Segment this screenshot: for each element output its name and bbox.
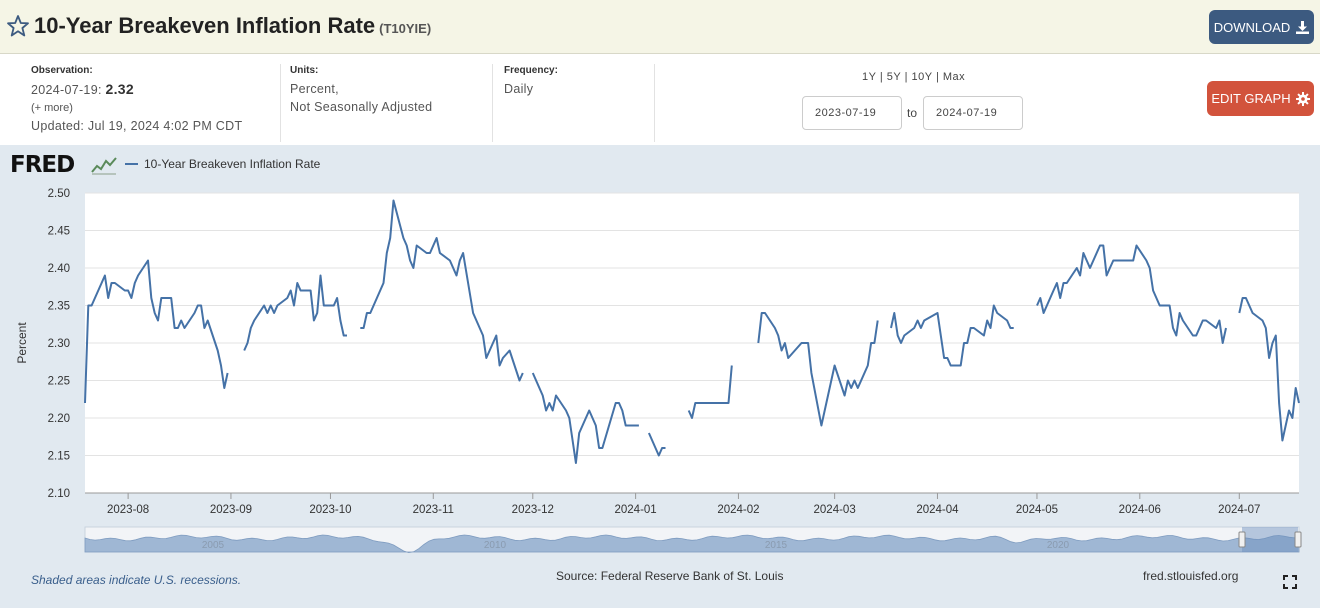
navigator-year-label: 2010	[484, 540, 507, 551]
range-separator: |	[879, 71, 884, 83]
navigator-track	[84, 526, 1300, 553]
range-navigator[interactable]: 2005 2010 2015 2020	[84, 526, 1302, 554]
star-icon[interactable]	[6, 14, 30, 38]
navigator-year-label: 2020	[1047, 540, 1070, 551]
range-1y-button[interactable]: 1Y	[862, 71, 877, 83]
legend-swatch	[125, 163, 138, 165]
series-line-segment	[243, 274, 347, 351]
edit-graph-label: EDIT GRAPH	[1211, 91, 1291, 106]
x-tick-label: 2023-12	[512, 504, 554, 516]
x-tick-label: 2023-09	[210, 504, 252, 516]
navigator-left-handle[interactable]	[1238, 531, 1246, 548]
units-line-1: Percent,	[290, 82, 339, 96]
series-line-segment	[360, 199, 524, 382]
series-line-segment	[1238, 297, 1300, 442]
page-title: 10-Year Breakeven Inflation Rate (T10YIE)	[34, 13, 431, 39]
navigator-year-label: 2015	[765, 540, 788, 551]
site-link[interactable]: fred.stlouisfed.org	[1143, 569, 1239, 583]
divider	[492, 64, 493, 142]
y-tick-label: 2.50	[48, 188, 70, 200]
gear-icon	[1295, 91, 1310, 106]
download-icon	[1296, 20, 1310, 34]
more-observations-link[interactable]: (+ more)	[31, 102, 73, 114]
x-tick-label: 2024-02	[717, 504, 759, 516]
units-block: Units: Percent, Not Seasonally Adjusted	[290, 64, 432, 116]
x-tick-label: 2024-05	[1016, 504, 1058, 516]
series-line-segment	[757, 312, 879, 427]
navigator-area	[84, 534, 1300, 554]
observation-block: Observation: 2024-07-19: 2.32 (+ more) U…	[31, 64, 242, 135]
series-line-segment	[687, 365, 733, 419]
frequency-block: Frequency: Daily	[504, 64, 558, 98]
start-date-input[interactable]: 2023-07-19	[802, 96, 902, 130]
units-label: Units:	[290, 65, 319, 76]
y-tick-label: 2.15	[48, 451, 70, 463]
divider	[654, 64, 655, 142]
x-tick-label: 2023-11	[413, 504, 454, 516]
plot-area	[85, 193, 1299, 493]
download-button[interactable]: DOWNLOAD	[1209, 10, 1314, 44]
y-tick-label: 2.35	[48, 301, 70, 313]
navigator-year-label: 2005	[202, 540, 225, 551]
y-tick-label: 2.10	[48, 488, 70, 500]
source-credit: Source: Federal Reserve Bank of St. Loui…	[556, 569, 784, 583]
series-line-segment	[1036, 244, 1227, 344]
observation-date: 2024-07-19:	[31, 83, 102, 97]
range-max-button[interactable]: Max	[942, 71, 966, 83]
y-axis-label: Percent	[15, 322, 29, 364]
fred-logo-text: FRED	[10, 152, 75, 178]
end-date-input[interactable]: 2024-07-19	[923, 96, 1023, 130]
chart-legend[interactable]: 10-Year Breakeven Inflation Rate	[125, 157, 320, 171]
x-tick-label: 2024-03	[814, 504, 856, 516]
series-line-segment	[890, 304, 1014, 367]
x-tick-label: 2024-01	[615, 504, 657, 516]
date-range-to-label: to	[907, 106, 918, 120]
units-line-2: Not Seasonally Adjusted	[290, 100, 433, 114]
title-bar: 10-Year Breakeven Inflation Rate (T10YIE)…	[0, 0, 1320, 54]
observation-label: Observation:	[31, 65, 93, 76]
y-tick-label: 2.40	[48, 263, 70, 275]
range-10y-button[interactable]: 10Y	[911, 71, 933, 83]
download-label: DOWNLOAD	[1213, 19, 1291, 35]
x-tick-label: 2024-07	[1218, 504, 1260, 516]
navigator-selection[interactable]	[1242, 527, 1298, 552]
series-title: 10-Year Breakeven Inflation Rate	[34, 13, 376, 38]
fred-sparkline-icon	[91, 157, 117, 175]
fred-logo: FRED	[10, 152, 75, 178]
series-line-segment	[84, 259, 229, 404]
x-tick-label: 2024-04	[916, 504, 959, 516]
series-meta-panel: Observation: 2024-07-19: 2.32 (+ more) U…	[0, 54, 1320, 145]
y-tick-label: 2.20	[48, 413, 70, 425]
frequency-value: Daily	[504, 82, 534, 96]
range-separator: |	[904, 71, 908, 83]
fullscreen-icon[interactable]	[1283, 575, 1297, 589]
navigator-right-handle[interactable]	[1294, 531, 1302, 548]
range-selector: 1Y | 5Y | 10Y | Max	[862, 71, 965, 83]
range-separator: |	[935, 71, 940, 83]
frequency-label: Frequency:	[504, 65, 558, 76]
legend-series-label: 10-Year Breakeven Inflation Rate	[144, 157, 321, 171]
divider	[280, 64, 281, 142]
x-tick-label: 2023-08	[107, 504, 149, 516]
series-line-segment	[647, 432, 666, 457]
y-tick-label: 2.25	[48, 376, 70, 388]
updated-timestamp: Updated: Jul 19, 2024 4:02 PM CDT	[31, 119, 243, 133]
x-tick-label: 2023-10	[309, 504, 351, 516]
recession-note: Shaded areas indicate U.S. recessions.	[31, 573, 242, 587]
edit-graph-button[interactable]: EDIT GRAPH	[1207, 81, 1314, 116]
observation-value: 2.32	[105, 81, 134, 97]
x-tick-label: 2024-06	[1119, 504, 1161, 516]
range-5y-button[interactable]: 5Y	[886, 71, 902, 83]
series-id: (T10YIE)	[379, 21, 432, 36]
y-tick-label: 2.30	[48, 338, 70, 350]
y-tick-label: 2.45	[48, 226, 70, 238]
series-line-segment	[531, 372, 639, 464]
